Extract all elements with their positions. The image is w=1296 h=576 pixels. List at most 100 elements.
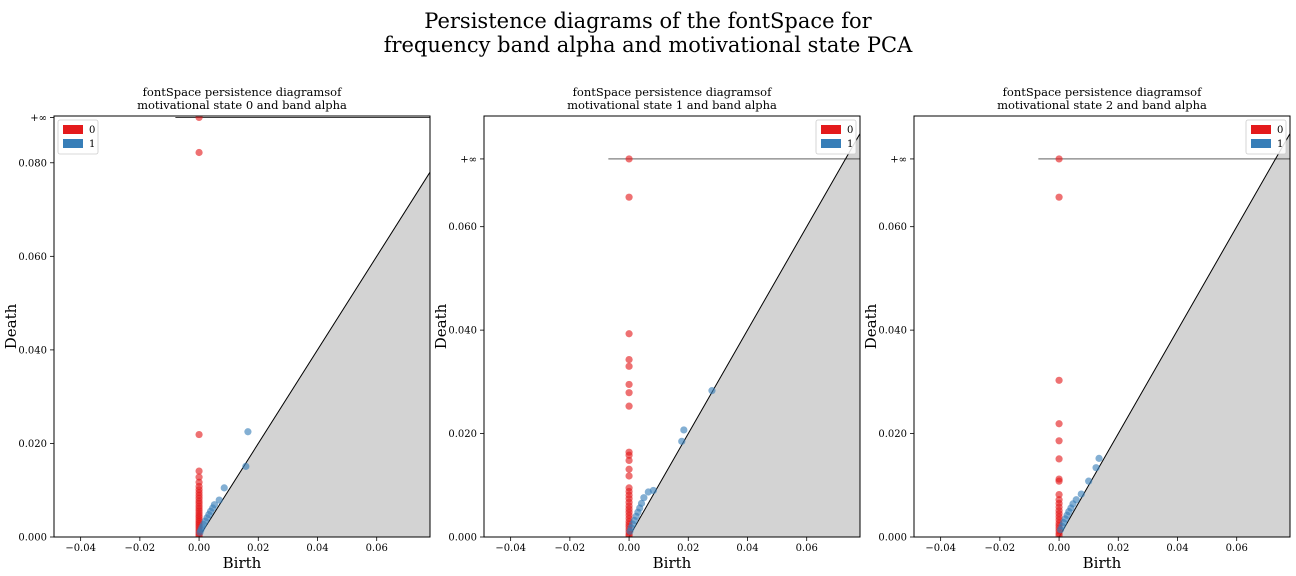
x-tick-label: −0.04 (925, 543, 956, 554)
series-0-point-5 (1055, 455, 1063, 463)
plot-area (608, 133, 860, 537)
series-1-point-3 (215, 496, 223, 504)
y-tick-label-infinity: +∞ (890, 154, 907, 165)
y-axis-label: Death (2, 303, 20, 349)
series-0-point-12 (625, 472, 633, 480)
plot-area (1038, 133, 1290, 537)
y-tick-label: 0.060 (878, 222, 907, 233)
axes-frame (53, 115, 431, 538)
series-1-point-2 (1085, 477, 1093, 485)
series-1-point-1 (680, 426, 688, 434)
series-0-point-0 (625, 155, 633, 163)
panel-0: −0.04 −0.02 0.00 0.02 0.04 0.06 0.000 0.020 0.04… (2, 85, 431, 572)
x-axis-label: Birth (1083, 554, 1122, 572)
panels: −0.04 −0.02 0.00 0.02 0.04 0.060.0000.0200.04… (2, 85, 1291, 572)
legend: 01 (1245, 119, 1287, 155)
series-1-point-0 (1095, 454, 1103, 462)
y-tick-label: 0.000 (18, 533, 47, 544)
legend-label-0: 0 (89, 125, 95, 136)
x-tick-label: 0.02 (677, 543, 699, 554)
series-0-point-6 (625, 389, 633, 397)
series-0-point-3 (1055, 420, 1063, 428)
series-0-point-8 (1055, 490, 1063, 499)
series-0-point-1 (625, 193, 633, 201)
legend-swatch-0 (63, 125, 83, 134)
x-tick-label: 0.04 (1166, 543, 1188, 554)
series-0-point-11 (625, 465, 633, 473)
x-tick-label: 0.04 (306, 543, 328, 554)
figure-title-line-1: Persistence diagrams of the fontSpace fo… (424, 9, 872, 33)
series-0-point-3 (195, 467, 203, 475)
y-tick-label: 0.000 (448, 533, 477, 544)
y-axis-label: Death (432, 303, 450, 349)
series-1-point-5 (640, 494, 648, 502)
legend-label-1: 1 (847, 139, 853, 150)
y-tick-label: 0.080 (18, 158, 47, 169)
legend-label-0: 0 (1277, 125, 1283, 136)
series-1-point-13 (626, 527, 634, 535)
series-0-point-10 (625, 456, 633, 465)
y-tick-label: 0.040 (18, 345, 47, 356)
y-tick-label-infinity: +∞ (460, 154, 477, 165)
series-1-point-0 (244, 428, 252, 436)
x-tick-label: −0.02 (555, 543, 586, 554)
panel-title-line-1: fontSpace persistence diagramsof (143, 85, 342, 99)
y-tick-label: 0.020 (878, 429, 907, 440)
y-tick-label: 0.040 (448, 326, 477, 337)
series-0-point-4 (195, 473, 203, 481)
series-0-point-1 (195, 148, 203, 157)
series-0-point-0 (195, 116, 203, 122)
legend-swatch-0 (821, 125, 841, 134)
series-0-point-3 (625, 356, 633, 364)
series-0-point-4 (625, 362, 633, 370)
legend-label-1: 1 (89, 139, 95, 150)
x-tick-label: 0.06 (796, 543, 818, 554)
series-0-point-1 (1055, 193, 1063, 201)
legend-swatch-1 (63, 139, 83, 148)
series-0-point-7 (1055, 477, 1063, 485)
x-tick-label: 0.06 (366, 543, 388, 554)
x-tick-label: 0.02 (1107, 543, 1129, 554)
legend-label-1: 1 (1277, 139, 1283, 150)
series-0-point-0 (1055, 155, 1063, 163)
y-tick-label: 0.000 (878, 533, 907, 544)
figure-title-line-2: frequency band alpha and motivational st… (384, 33, 913, 57)
panel-1: −0.04 −0.02 0.00 0.02 0.04 0.06 0.000 0.020 0.04… (432, 85, 861, 572)
y-tick-label-infinity: +∞ (30, 113, 47, 124)
series-1-point-3 (1077, 490, 1085, 498)
x-tick-label: 0.00 (618, 543, 640, 554)
legend: 01 (815, 119, 857, 155)
x-tick-label: −0.02 (985, 543, 1016, 554)
diagonal-line (198, 171, 430, 537)
series-0-point-2 (1055, 376, 1063, 384)
x-tick-label: −0.04 (495, 543, 526, 554)
panel-title-line-2: motivational state 1 and band alpha (567, 98, 777, 112)
y-tick-label: 0.060 (18, 252, 47, 263)
y-axis-label: Death (862, 303, 880, 349)
panel-2: −0.04 −0.02 0.00 0.02 0.04 0.06 0.000 0.020 0.04… (862, 85, 1291, 572)
panel-title-line-1: fontSpace persistence diagramsof (573, 85, 772, 99)
y-tick-label: 0.020 (448, 429, 477, 440)
panel-title-line-2: motivational state 2 and band alpha (997, 98, 1207, 112)
series-1-point-13 (196, 528, 204, 536)
x-tick-label: −0.02 (125, 543, 156, 554)
y-tick-label: 0.020 (18, 439, 47, 450)
series-1-point-2 (220, 484, 228, 492)
x-tick-label: −0.04 (65, 543, 96, 554)
panel-title-line-2: motivational state 0 and band alpha (137, 98, 347, 112)
series-0-point-2 (195, 430, 203, 439)
axes-frame (913, 115, 1291, 538)
legend-label-0: 0 (847, 125, 853, 136)
series-0-point-2 (625, 330, 633, 338)
x-tick-label: 0.06 (1226, 543, 1248, 554)
series-1-point-0 (708, 387, 716, 395)
series-1-point-4 (644, 488, 652, 496)
x-tick-label: 0.02 (247, 543, 269, 554)
series-0-point-9 (625, 451, 633, 459)
panel-title-line-1: fontSpace persistence diagramsof (1003, 85, 1202, 99)
plot-area (175, 116, 430, 537)
x-axis-label: Birth (653, 554, 692, 572)
series-0-point-4 (1055, 437, 1063, 445)
